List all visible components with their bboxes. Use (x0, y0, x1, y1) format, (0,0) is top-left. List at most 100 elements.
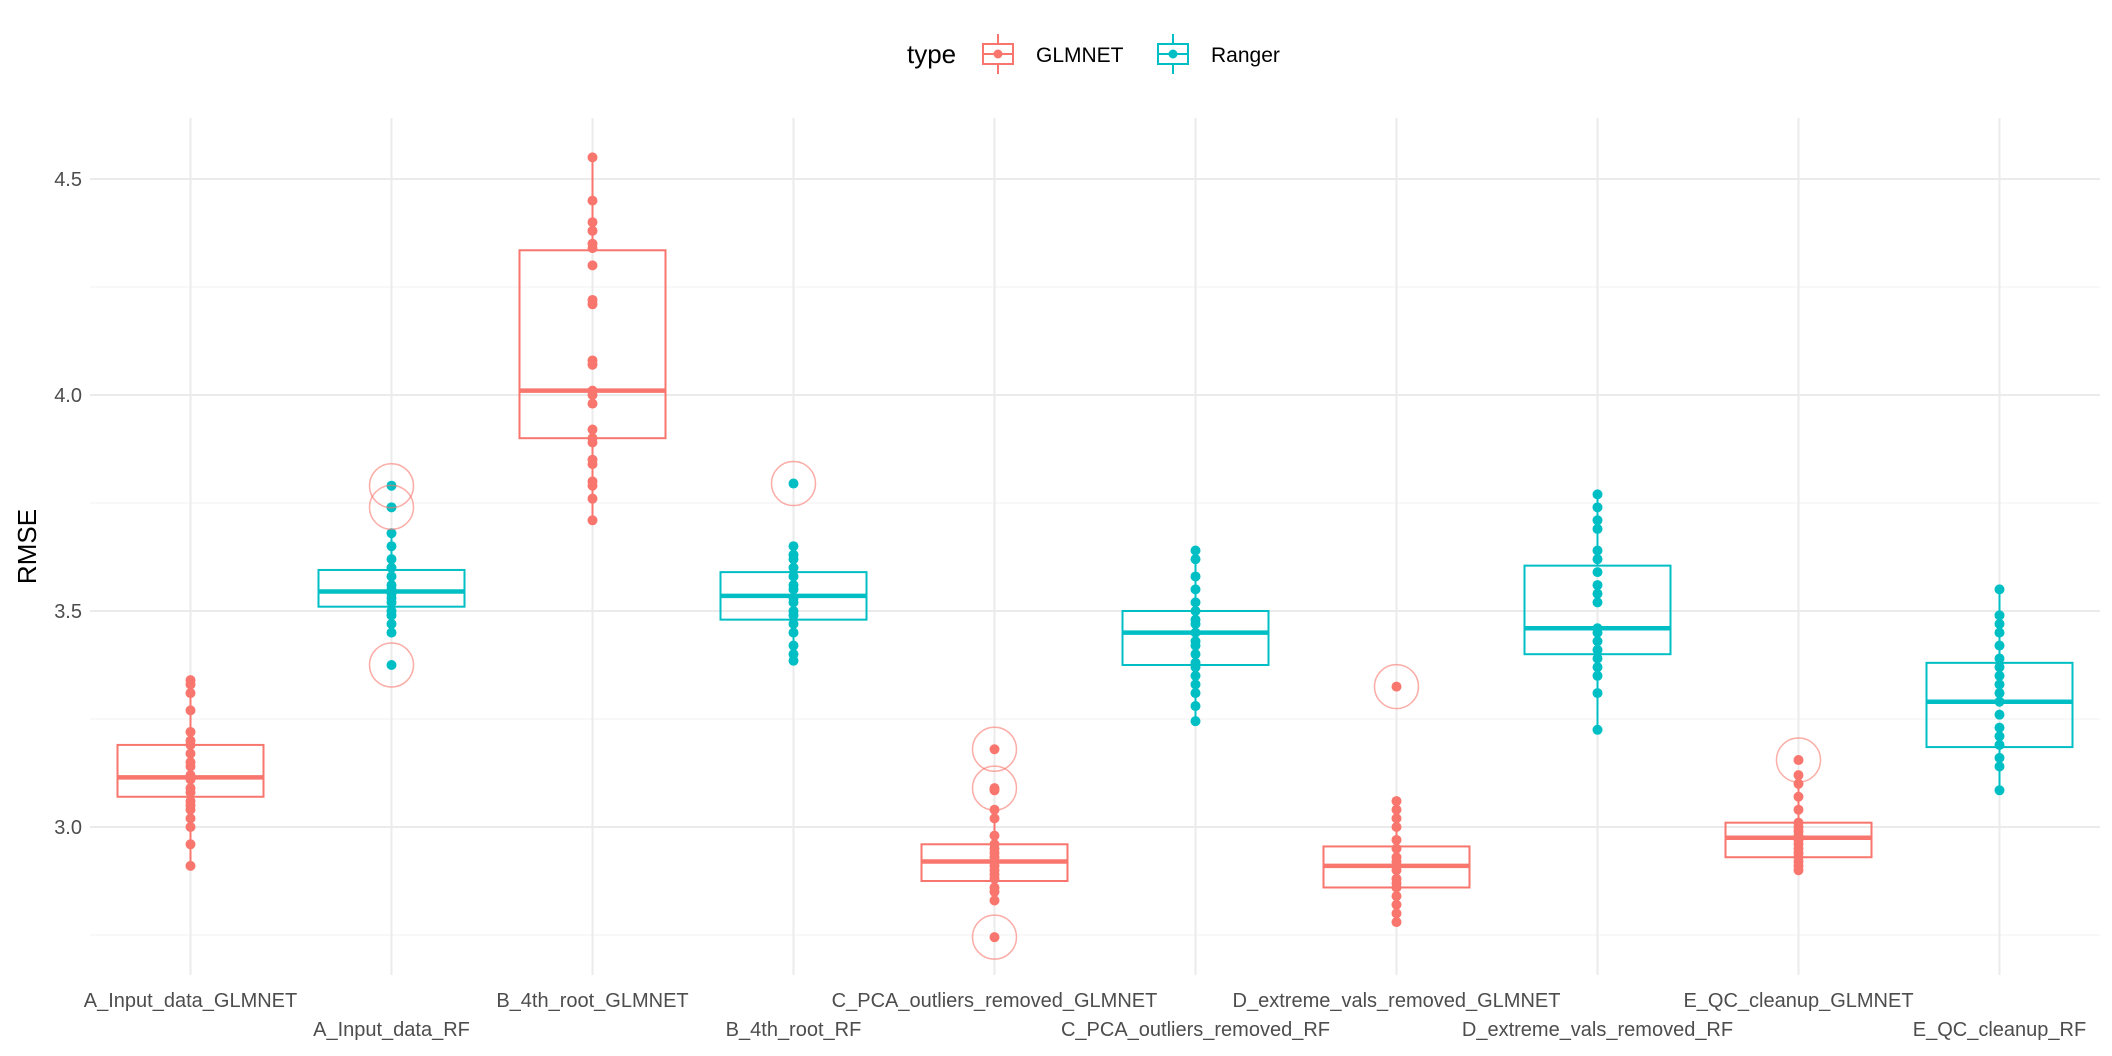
data-point (185, 748, 196, 759)
data-point (788, 649, 799, 660)
data-point (587, 398, 598, 409)
data-point (1994, 731, 2005, 742)
data-point (386, 571, 397, 582)
data-point (1391, 834, 1402, 845)
data-point (1391, 891, 1402, 902)
x-tick-label: B_4th_root_GLMNET (496, 990, 688, 1012)
data-point (386, 618, 397, 629)
data-point (1592, 597, 1603, 608)
data-point (1391, 843, 1402, 854)
x-tick-label: C_PCA_outliers_removed_RF (1061, 1019, 1330, 1041)
data-point (1592, 636, 1603, 647)
data-point (1994, 679, 2005, 690)
data-point (1190, 597, 1201, 608)
legend-key-point (1168, 49, 1178, 59)
box-A_Input_data_GLMNET (116, 675, 265, 871)
data-point (185, 796, 196, 807)
data-point (1793, 804, 1804, 815)
data-point (1391, 873, 1402, 884)
data-point (587, 225, 598, 236)
data-point (989, 882, 1000, 893)
data-point (1592, 489, 1603, 500)
data-point (1391, 804, 1402, 815)
box-C_PCA_outliers_removed_RF (1121, 545, 1270, 727)
data-point (386, 528, 397, 539)
x-tick-label: C_PCA_outliers_removed_GLMNET (832, 990, 1158, 1012)
y-tick-label: 4.5 (54, 169, 82, 191)
data-point (587, 238, 598, 249)
data-point (185, 675, 196, 686)
outlier-ring (1775, 737, 1822, 783)
x-tick-label: D_extreme_vals_removed_RF (1462, 1019, 1733, 1041)
data-point (1190, 716, 1201, 727)
box-D_extreme_vals_removed_GLMNET (1322, 663, 1471, 928)
data-point (587, 424, 598, 435)
data-point (1994, 640, 2005, 651)
data-point (1994, 696, 2005, 707)
data-point (587, 355, 598, 366)
data-point (1994, 722, 2005, 733)
x-tick-label: E_QC_cleanup_GLMNET (1683, 990, 1913, 1012)
data-point (788, 580, 799, 591)
data-point (1190, 571, 1201, 582)
y-tick-label: 4.0 (54, 385, 82, 407)
data-point (989, 813, 1000, 824)
data-point (1592, 588, 1603, 599)
data-point (185, 726, 196, 737)
legend-key-ranger (1157, 34, 1189, 74)
data-point (587, 493, 598, 504)
data-point (1391, 796, 1402, 807)
data-point (185, 770, 196, 781)
data-point (1994, 752, 2005, 763)
data-point (1994, 584, 2005, 595)
data-point (1994, 618, 2005, 629)
data-point (386, 627, 397, 638)
data-point (788, 618, 799, 629)
data-point (185, 783, 196, 794)
data-point (185, 688, 196, 699)
data-point (185, 822, 196, 832)
data-point (587, 217, 598, 228)
data-point (1994, 785, 2005, 796)
x-tick-label: A_Input_data_GLMNET (84, 990, 297, 1012)
data-point (386, 580, 397, 591)
data-point (1592, 688, 1603, 699)
data-point (1592, 623, 1603, 634)
data-point (1391, 822, 1402, 832)
outlier-ring (971, 914, 1018, 960)
data-point (1592, 545, 1603, 556)
data-point (1592, 644, 1603, 655)
data-point (788, 571, 799, 582)
data-point (1793, 817, 1804, 828)
data-point (989, 783, 1000, 794)
data-point (185, 735, 196, 746)
data-point (788, 478, 799, 489)
data-point (1190, 636, 1201, 647)
data-point (788, 640, 799, 651)
data-point (1994, 739, 2005, 750)
data-point (1190, 627, 1201, 638)
data-point (788, 606, 799, 616)
data-point (1190, 670, 1201, 681)
data-point (1391, 908, 1402, 919)
data-point (185, 757, 196, 768)
outlier-ring (368, 462, 415, 509)
x-tick-label: B_4th_root_RF (726, 1019, 862, 1041)
data-point (788, 541, 799, 552)
data-point (788, 627, 799, 638)
data-point (1391, 681, 1402, 692)
data-point (587, 260, 598, 271)
data-point (185, 839, 196, 850)
data-point (587, 515, 598, 526)
data-point (1994, 662, 2005, 673)
data-point (989, 932, 1000, 943)
data-point (1190, 679, 1201, 690)
data-point (587, 385, 598, 396)
data-point (1793, 770, 1804, 781)
data-point (1793, 778, 1804, 789)
data-point (386, 554, 397, 565)
box-A_Input_data_RF (317, 462, 466, 688)
data-point (1994, 670, 2005, 681)
x-tick-label: A_Input_data_RF (313, 1019, 470, 1041)
